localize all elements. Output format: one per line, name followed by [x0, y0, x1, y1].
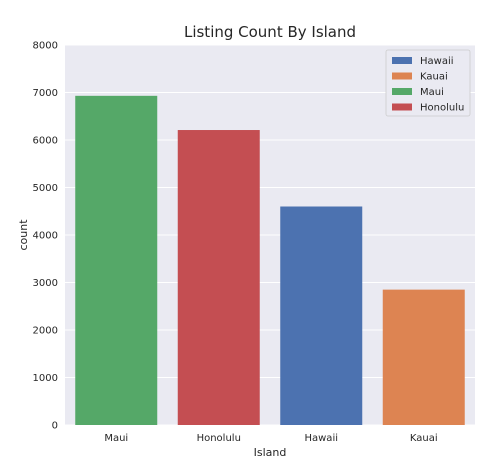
legend-label: Kauai	[420, 72, 448, 83]
bars	[75, 95, 465, 425]
y-tick-label: 4000	[33, 231, 58, 242]
x-tick-label: Honolulu	[197, 433, 241, 444]
x-tick-label: Maui	[104, 433, 128, 444]
y-tick-label: 1000	[33, 373, 58, 384]
y-tick-label: 8000	[33, 41, 58, 52]
y-tick-label: 7000	[33, 88, 58, 99]
x-axis-ticks: Maui Honolulu Hawaii Kauai	[104, 433, 437, 444]
legend-swatch	[392, 72, 412, 80]
bar-kauai	[382, 289, 465, 425]
legend: Hawaii Kauai Maui Honolulu	[385, 49, 471, 117]
legend-label: Maui	[420, 87, 444, 98]
bar-hawaii	[280, 206, 363, 425]
y-tick-label: 5000	[33, 183, 58, 194]
x-tick-label: Hawaii	[304, 433, 338, 444]
bar-honolulu	[177, 130, 260, 425]
legend-swatch	[392, 88, 412, 95]
x-axis-label: Island	[254, 446, 287, 459]
y-axis-ticks: 0 1000 2000 3000 4000 5000 6000 7000 8000	[33, 41, 58, 432]
legend-swatch	[392, 103, 412, 111]
legend-swatch	[392, 57, 412, 64]
bar-maui	[75, 95, 158, 425]
y-tick-label: 3000	[33, 278, 58, 289]
chart-title: Listing Count By Island	[184, 23, 356, 41]
y-tick-label: 0	[52, 421, 58, 432]
y-tick-label: 2000	[33, 326, 58, 337]
legend-label: Hawaii	[420, 56, 454, 67]
legend-frame	[385, 49, 471, 117]
x-tick-label: Kauai	[410, 433, 438, 444]
y-tick-label: 6000	[33, 136, 58, 147]
y-axis-label: count	[17, 219, 30, 251]
legend-label: Honolulu	[420, 103, 464, 114]
